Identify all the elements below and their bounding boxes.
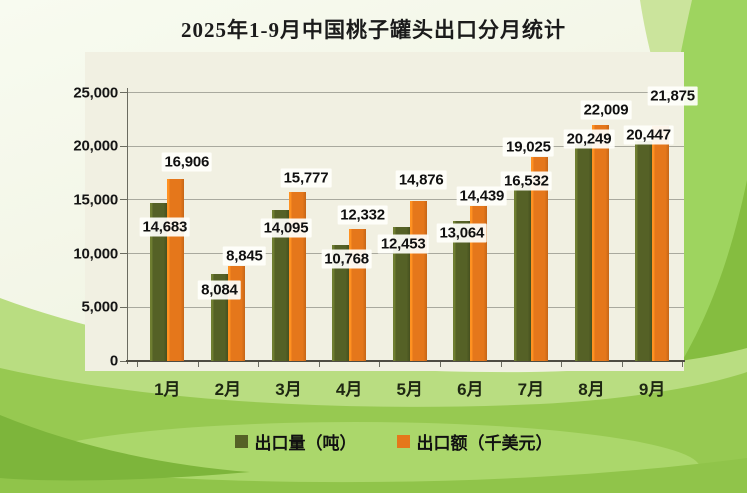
legend-swatch-volume-icon — [234, 435, 248, 448]
bar-export-volume — [513, 183, 531, 361]
y-axis-tick-label: 5,000 — [81, 298, 118, 316]
y-axis-tick — [120, 92, 127, 94]
y-axis-tick — [120, 360, 127, 362]
gridline — [127, 92, 684, 94]
data-label-volume: 14,095 — [260, 218, 312, 238]
bar-export-value — [652, 126, 670, 361]
data-label-value: 15,777 — [280, 168, 332, 188]
x-axis-tick — [318, 361, 320, 367]
legend-swatch-value-icon — [396, 435, 410, 448]
x-axis-tick — [197, 361, 199, 367]
y-axis-tick-label: 25,000 — [73, 84, 118, 102]
bar-export-volume — [271, 209, 289, 361]
x-axis-tick — [682, 361, 684, 367]
x-axis-label: 4月 — [335, 380, 363, 399]
data-label-volume: 10,768 — [321, 249, 372, 269]
bar-export-volume — [150, 203, 168, 361]
x-axis-label: 9月 — [638, 380, 666, 399]
bar-export-value — [288, 191, 306, 361]
x-axis-tick — [621, 361, 623, 367]
x-axis-tick — [561, 361, 563, 367]
data-label-value: 12,332 — [337, 205, 388, 225]
bar-export-value — [409, 201, 427, 361]
y-axis-tick — [120, 306, 127, 308]
y-axis-tick-label: 10,000 — [73, 245, 118, 263]
x-axis-tick — [137, 361, 138, 367]
bg-bottomleft-wedge — [0, 415, 250, 481]
gridline — [127, 145, 684, 147]
x-axis-line — [126, 360, 685, 362]
x-axis-tick — [500, 361, 502, 367]
bar-export-value — [530, 156, 548, 361]
y-axis-tick-label: 0 — [109, 352, 118, 370]
legend-item-value: 出口额（千美元） — [396, 429, 553, 454]
data-label-volume: 20,249 — [563, 129, 615, 149]
data-label-volume: 12,453 — [377, 234, 429, 254]
y-axis-tick — [120, 199, 127, 201]
bar-export-volume — [453, 220, 471, 361]
bar-export-value — [470, 205, 488, 361]
bar-export-volume — [392, 227, 410, 361]
x-axis-label: 7月 — [517, 380, 545, 399]
data-label-volume: 20,447 — [623, 125, 674, 145]
data-label-volume: 13,064 — [436, 223, 488, 243]
x-axis-label: 2月 — [214, 380, 242, 399]
data-label-volume: 16,532 — [501, 171, 552, 190]
legend-label-value: 出口额（千美元） — [416, 434, 553, 453]
x-axis-label: 3月 — [275, 380, 302, 399]
legend-item-volume: 出口量（吨） — [234, 429, 357, 454]
y-axis-tick-label: 20,000 — [73, 137, 118, 155]
legend-label-volume: 出口量（吨） — [254, 434, 357, 453]
data-label-value: 21,875 — [647, 86, 698, 106]
data-label-volume: 14,683 — [139, 217, 191, 237]
x-axis-tick — [379, 361, 381, 367]
data-label-value: 16,906 — [161, 152, 213, 172]
y-axis-tick-label: 15,000 — [73, 191, 118, 209]
bg-bottom-strip — [0, 458, 747, 493]
data-label-value: 19,025 — [503, 137, 554, 157]
data-label-value: 22,009 — [580, 100, 632, 120]
bar-export-volume — [332, 245, 350, 361]
x-axis-tick — [258, 361, 260, 367]
x-axis-label: 6月 — [457, 380, 484, 399]
chart-title: 2025年1-9月中国桃子罐头出口分月统计 — [181, 18, 566, 42]
bar-export-value — [167, 179, 185, 361]
bar-export-volume — [635, 141, 653, 361]
bar-export-volume — [574, 143, 592, 361]
x-axis-label: 8月 — [578, 380, 605, 399]
bar-export-value — [349, 228, 367, 361]
y-axis-tick — [120, 145, 127, 147]
gridline — [127, 199, 684, 201]
data-label-value: 14,439 — [456, 186, 508, 206]
data-label-value: 14,876 — [395, 170, 447, 190]
x-axis-tick — [440, 361, 441, 367]
data-label-volume: 8,084 — [198, 280, 241, 300]
data-label-value: 8,845 — [223, 246, 266, 266]
legend: 出口量（吨） 出口额（千美元） — [20, 429, 747, 454]
y-axis-tick — [120, 253, 127, 255]
x-axis-label: 5月 — [396, 380, 423, 399]
x-axis-label: 1月 — [154, 380, 181, 399]
y-axis-line — [127, 88, 128, 364]
bar-export-value — [591, 124, 609, 361]
